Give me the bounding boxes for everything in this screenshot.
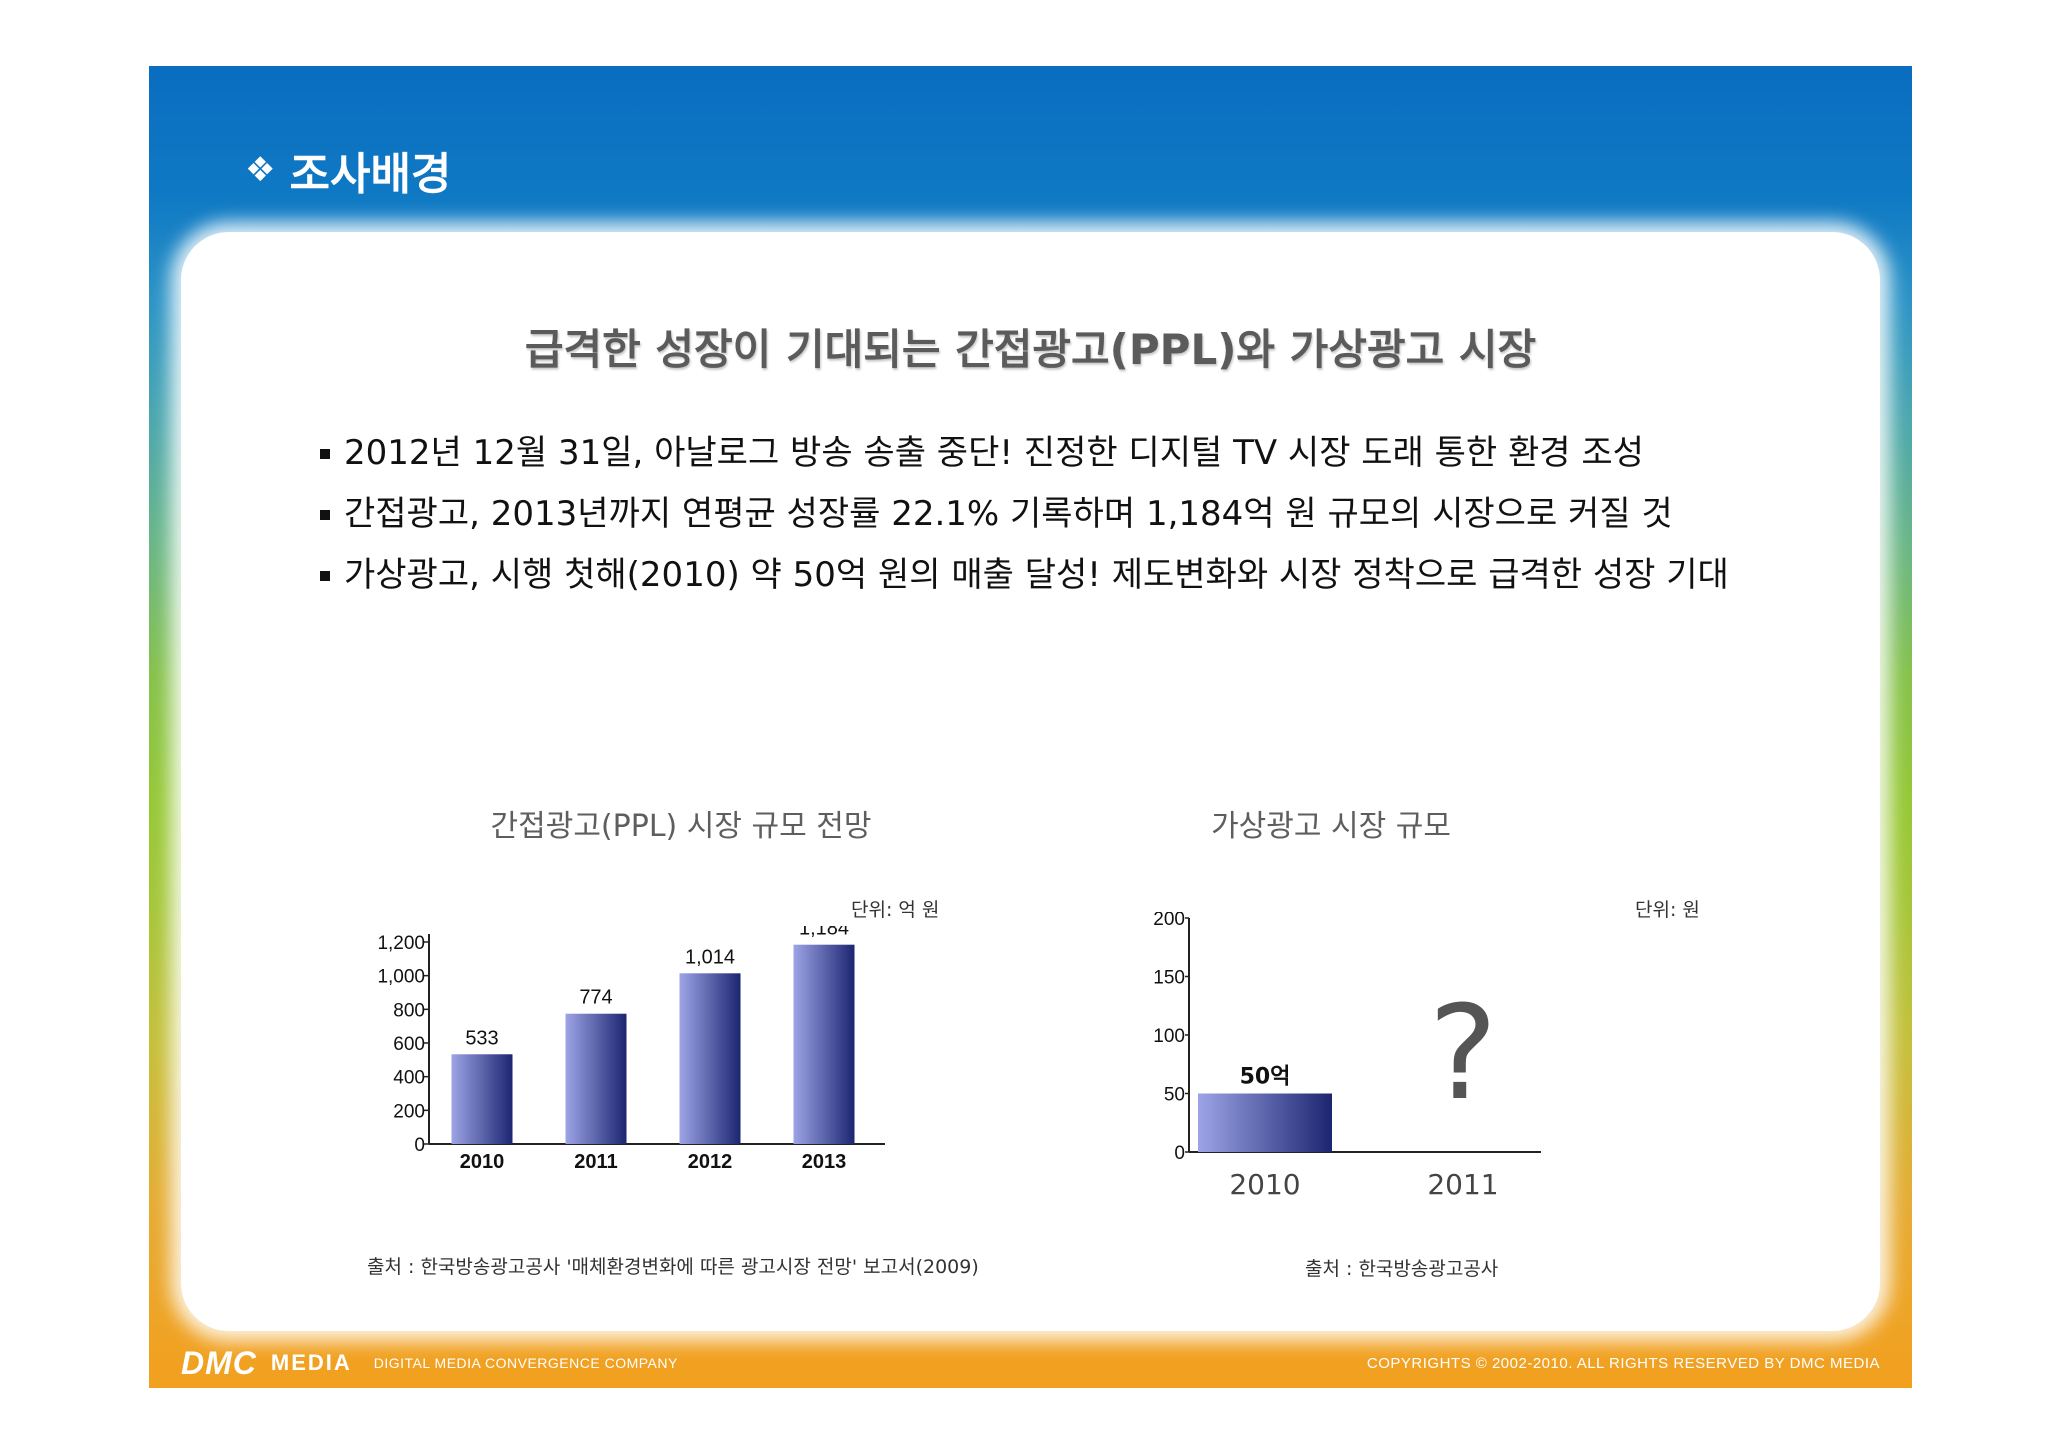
logo-media-text: MEDIA [270, 1350, 352, 1375]
content-panel: 급격한 성장이 기대되는 간접광고(PPL)와 가상광고 시장 2012년 12… [181, 232, 1880, 1331]
panel-title: 급격한 성장이 기대되는 간접광고(PPL)와 가상광고 시장 [524, 325, 1537, 374]
bullet-item: 2012년 12월 31일, 아날로그 방송 송출 중단! 진정한 디지털 TV… [320, 423, 1729, 484]
y-tick-label: 0 [1174, 1143, 1185, 1164]
bullet-text: 2012년 12월 31일, 아날로그 방송 송출 중단! 진정한 디지털 TV… [344, 433, 1644, 473]
footer: DMC MEDIA DIGITAL MEDIA CONVERGENCE COMP… [149, 1338, 1912, 1388]
bar [451, 1054, 513, 1144]
slide-heading-text: 조사배경 [289, 149, 452, 200]
slide-heading: ❖ 조사배경 [245, 140, 451, 200]
footer-brand: DMC MEDIA DIGITAL MEDIA CONVERGENCE COMP… [181, 1345, 678, 1382]
x-category-label: 2010 [460, 1151, 505, 1173]
y-tick-label: 100 [1153, 1026, 1185, 1047]
virtual-ad-chart-title: 가상광고 시장 규모 [1211, 809, 1451, 844]
bullet-item: 가상광고, 시행 첫해(2010) 약 50억 원의 매출 달성! 제도변화와 … [320, 545, 1729, 606]
bar [793, 944, 855, 1144]
y-tick-label: 50 [1164, 1085, 1185, 1106]
ppl-chart-title: 간접광고(PPL) 시장 규모 전망 [490, 809, 872, 844]
y-tick-label: 400 [393, 1068, 425, 1089]
y-tick-label: 1,000 [377, 967, 425, 988]
bar-value-label: 50억 [1240, 1065, 1291, 1090]
bar [679, 973, 741, 1144]
bar-value-label: 1,184 [799, 926, 849, 940]
bullet-marker [320, 509, 330, 520]
slide: ❖ 조사배경 급격한 성장이 기대되는 간접광고(PPL)와 가상광고 시장 2… [149, 66, 1912, 1388]
bullet-list: 2012년 12월 31일, 아날로그 방송 송출 중단! 진정한 디지털 TV… [320, 423, 1729, 606]
y-tick-label: 1,200 [377, 933, 425, 954]
ppl-chart-source: 출처 : 한국방송광고공사 '매체환경변화에 따른 광고시장 전망' 보고서(2… [367, 1256, 979, 1278]
virtual-ad-chart-source: 출처 : 한국방송광고공사 [1305, 1258, 1499, 1280]
y-tick-label: 800 [393, 1000, 425, 1021]
x-category-label: 2013 [802, 1151, 847, 1173]
ppl-chart-unit: 단위: 억 원 [851, 899, 940, 921]
x-category-label: 2011 [574, 1151, 617, 1173]
y-tick-label: 600 [393, 1034, 425, 1055]
bullet-marker [320, 570, 330, 581]
bar-value-label: 774 [579, 987, 612, 1009]
footer-copyright: COPYRIGHTS © 2002-2010. ALL RIGHTS RESER… [1366, 1354, 1880, 1372]
x-category-label: 2010 [1229, 1168, 1300, 1201]
virtual-ad-bar-chart: 0 50 100 150 200 50억 2010? 2011 [1153, 912, 1541, 1201]
dmc-logo: DMC [181, 1344, 257, 1381]
y-tick-label: 200 [1153, 912, 1185, 930]
bullet-item: 간접광고, 2013년까지 연평균 성장률 22.1% 기록하며 1,184억 … [320, 484, 1729, 545]
bar-value-label: 1,014 [685, 946, 735, 968]
ppl-bar-chart: 0 200 400 600 800 1,000 1,200 533 2010 774 2011 1,0… [377, 926, 885, 1173]
virtual-ad-chart-unit: 단위: 원 [1635, 899, 1700, 921]
y-tick-label: 150 [1153, 968, 1185, 989]
y-tick-label: 200 [393, 1101, 425, 1122]
y-tick-label: 0 [414, 1135, 425, 1156]
diamond-icon: ❖ [245, 150, 276, 190]
footer-tagline: DIGITAL MEDIA CONVERGENCE COMPANY [373, 1355, 678, 1371]
bar [1198, 1093, 1332, 1152]
x-category-label: 2012 [688, 1151, 733, 1173]
bullet-text: 가상광고, 시행 첫해(2010) 약 50억 원의 매출 달성! 제도변화와 … [344, 555, 1729, 595]
question-mark-label: ? [1429, 977, 1498, 1129]
bullet-marker [320, 448, 330, 459]
bar-value-label: 533 [465, 1027, 498, 1049]
x-category-label: 2011 [1427, 1168, 1498, 1201]
bar [565, 1013, 627, 1144]
bullet-text: 간접광고, 2013년까지 연평균 성장률 22.1% 기록하며 1,184억 … [344, 494, 1673, 534]
